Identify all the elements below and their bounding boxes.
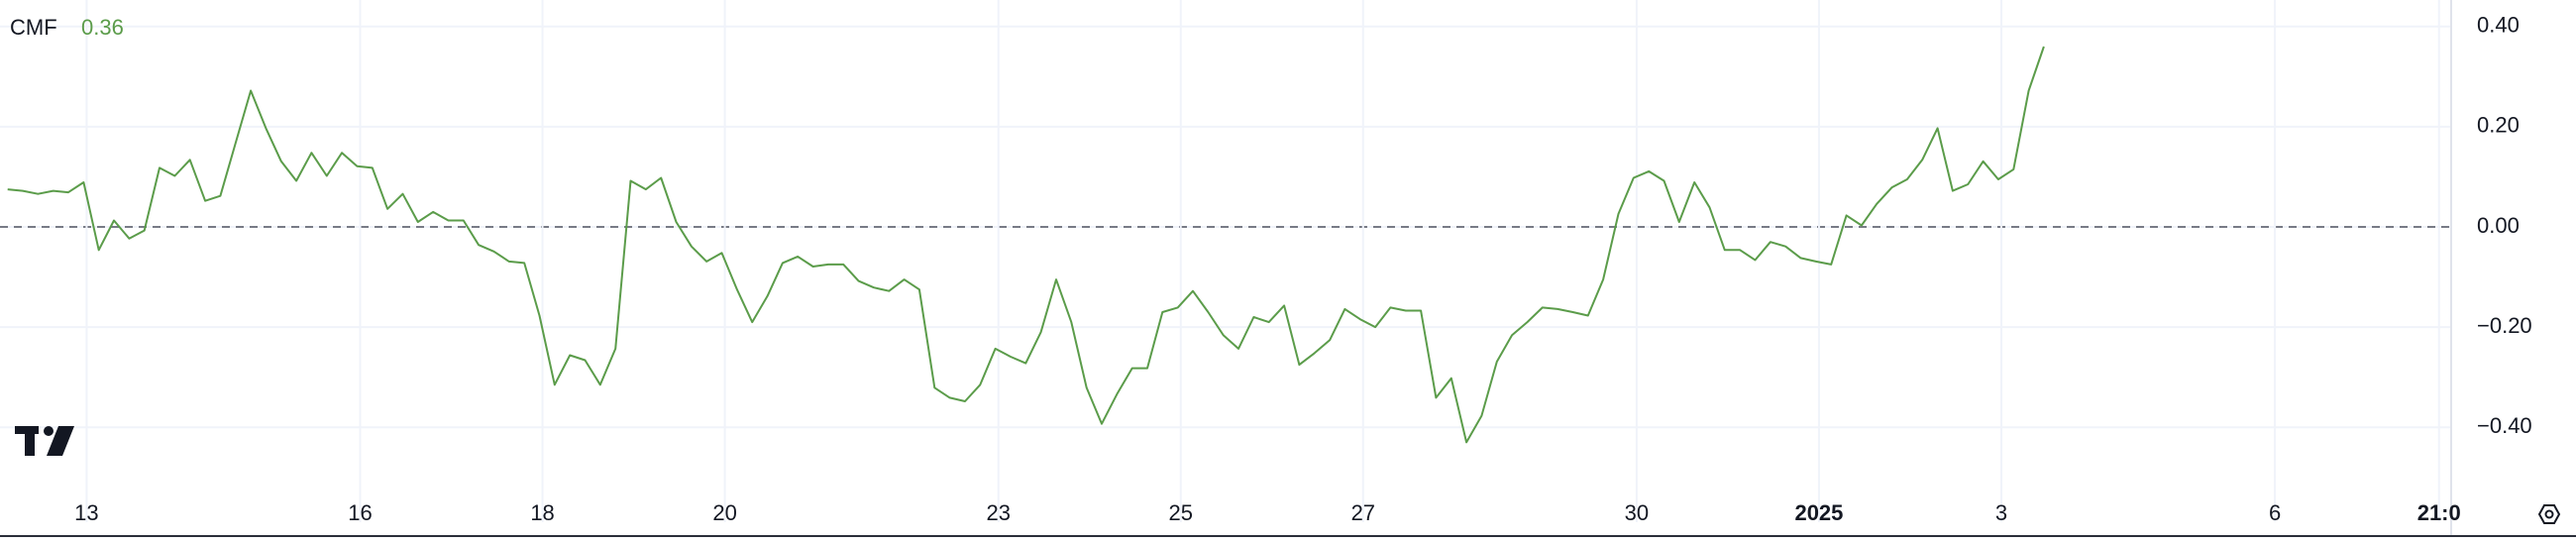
logo-part [44,426,54,436]
x-tick-label: 6 [2269,500,2281,525]
settings-icon-center[interactable] [2544,509,2554,519]
x-tick-label: 18 [530,500,554,525]
grid-layer [0,0,2451,522]
x-tick-label: 21:0 [2417,500,2461,525]
x-tick-label: 2025 [1794,500,1843,525]
x-tick-label: 23 [986,500,1010,525]
x-tick-label: 13 [74,500,98,525]
x-tick-label: 30 [1625,500,1649,525]
legend-title: CMF [10,15,57,40]
x-tick-label: 3 [1995,500,2007,525]
tradingview-logo [15,426,74,456]
logo-part [25,426,35,456]
x-tick-label: 20 [712,500,736,525]
settings-icon[interactable] [2537,504,2561,524]
x-tick-label: 27 [1351,500,1375,525]
settings-icon-outline[interactable] [2537,504,2561,524]
y-tick-label: −0.40 [2477,413,2532,438]
cmf-line [7,46,2045,444]
x-tick-label: 16 [348,500,372,525]
logo-part [47,426,74,456]
y-tick-label: 0.20 [2477,113,2520,138]
y-tick-label: 0.40 [2477,13,2520,38]
y-tick-label: 0.00 [2477,213,2520,238]
legend-value: 0.36 [81,15,124,40]
y-tick-label: −0.20 [2477,313,2532,338]
plot-layer [7,46,2045,444]
x-tick-label: 25 [1169,500,1193,525]
